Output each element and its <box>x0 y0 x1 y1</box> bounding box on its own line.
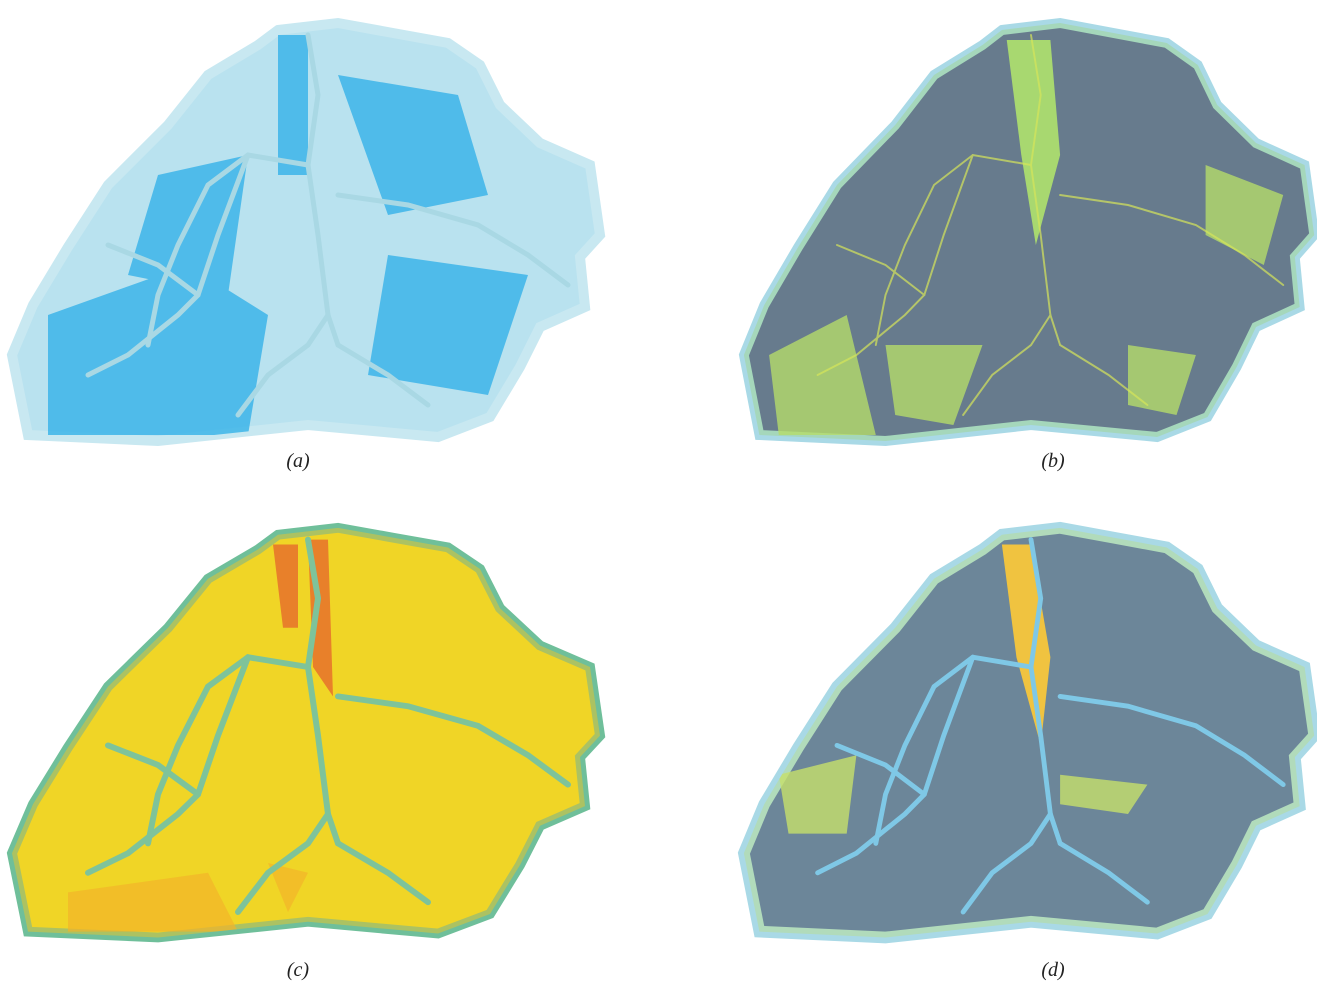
caption: (b) <box>1041 450 1065 472</box>
map-a <box>8 15 608 455</box>
caption: (d) <box>1041 959 1065 981</box>
caption: (c) <box>287 959 310 981</box>
map-d <box>740 520 1317 951</box>
map-b <box>740 15 1317 455</box>
caption: (a) <box>286 450 310 472</box>
map-c <box>8 520 608 951</box>
